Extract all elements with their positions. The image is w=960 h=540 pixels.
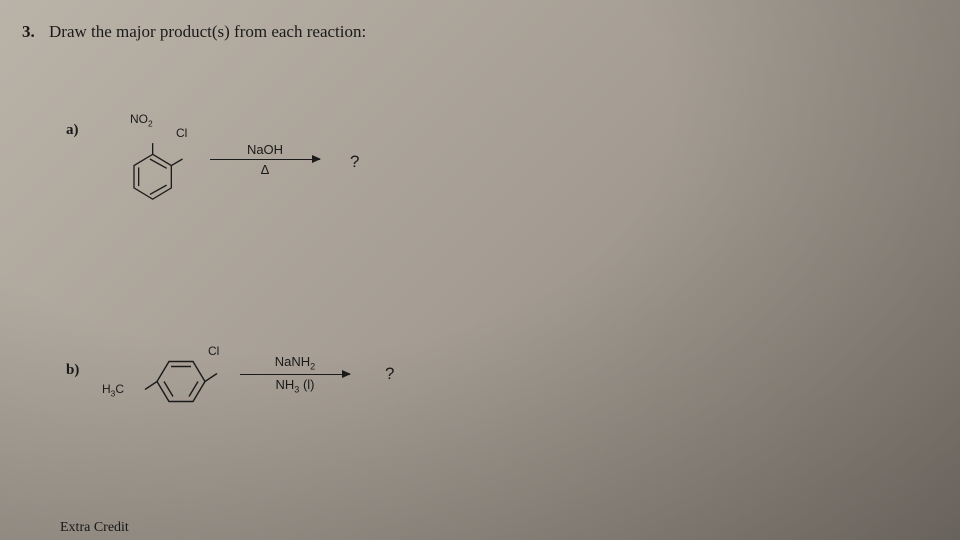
- reagent-naoh: NaOH: [247, 142, 283, 157]
- nanh2-sub: 2: [310, 362, 315, 372]
- product-b: ?: [385, 364, 394, 384]
- nanh2-text: NaNH: [275, 354, 310, 369]
- h3c-h: H: [102, 382, 111, 396]
- reagent-nanh2: NaNH2: [275, 354, 315, 372]
- arrow-line-b: [240, 374, 350, 375]
- paper-surface: 3. Draw the major product(s) from each r…: [0, 0, 960, 540]
- benzene-ring-a: [120, 138, 190, 213]
- substituent-h3c: H3C: [102, 382, 124, 398]
- question-header: 3. Draw the major product(s) from each r…: [22, 22, 366, 42]
- arrow-line-a: [210, 159, 320, 160]
- no2-sub: 2: [148, 118, 153, 128]
- no2-text: NO: [130, 112, 148, 126]
- part-b-label: b): [66, 362, 79, 379]
- reagent-nh3: NH3 (l): [275, 377, 314, 395]
- nh3-text: NH: [275, 377, 294, 392]
- h3c-c: C: [115, 382, 124, 396]
- photo-vignette: [0, 0, 960, 540]
- reaction-arrow-a: NaOH Δ: [210, 142, 320, 177]
- substituent-no2: NO2: [130, 112, 153, 128]
- nh3-suffix: (l): [299, 377, 314, 392]
- reagent-delta: Δ: [261, 162, 270, 177]
- product-a: ?: [350, 152, 359, 172]
- reaction-arrow-b: NaNH2 NH3 (l): [240, 354, 350, 394]
- question-prompt: Draw the major product(s) from each reac…: [49, 22, 366, 41]
- part-a-label: a): [66, 122, 79, 139]
- question-number: 3.: [22, 22, 35, 41]
- benzene-ring-b: [142, 354, 222, 419]
- bottom-cutoff-text: Extra Credit: [60, 520, 129, 534]
